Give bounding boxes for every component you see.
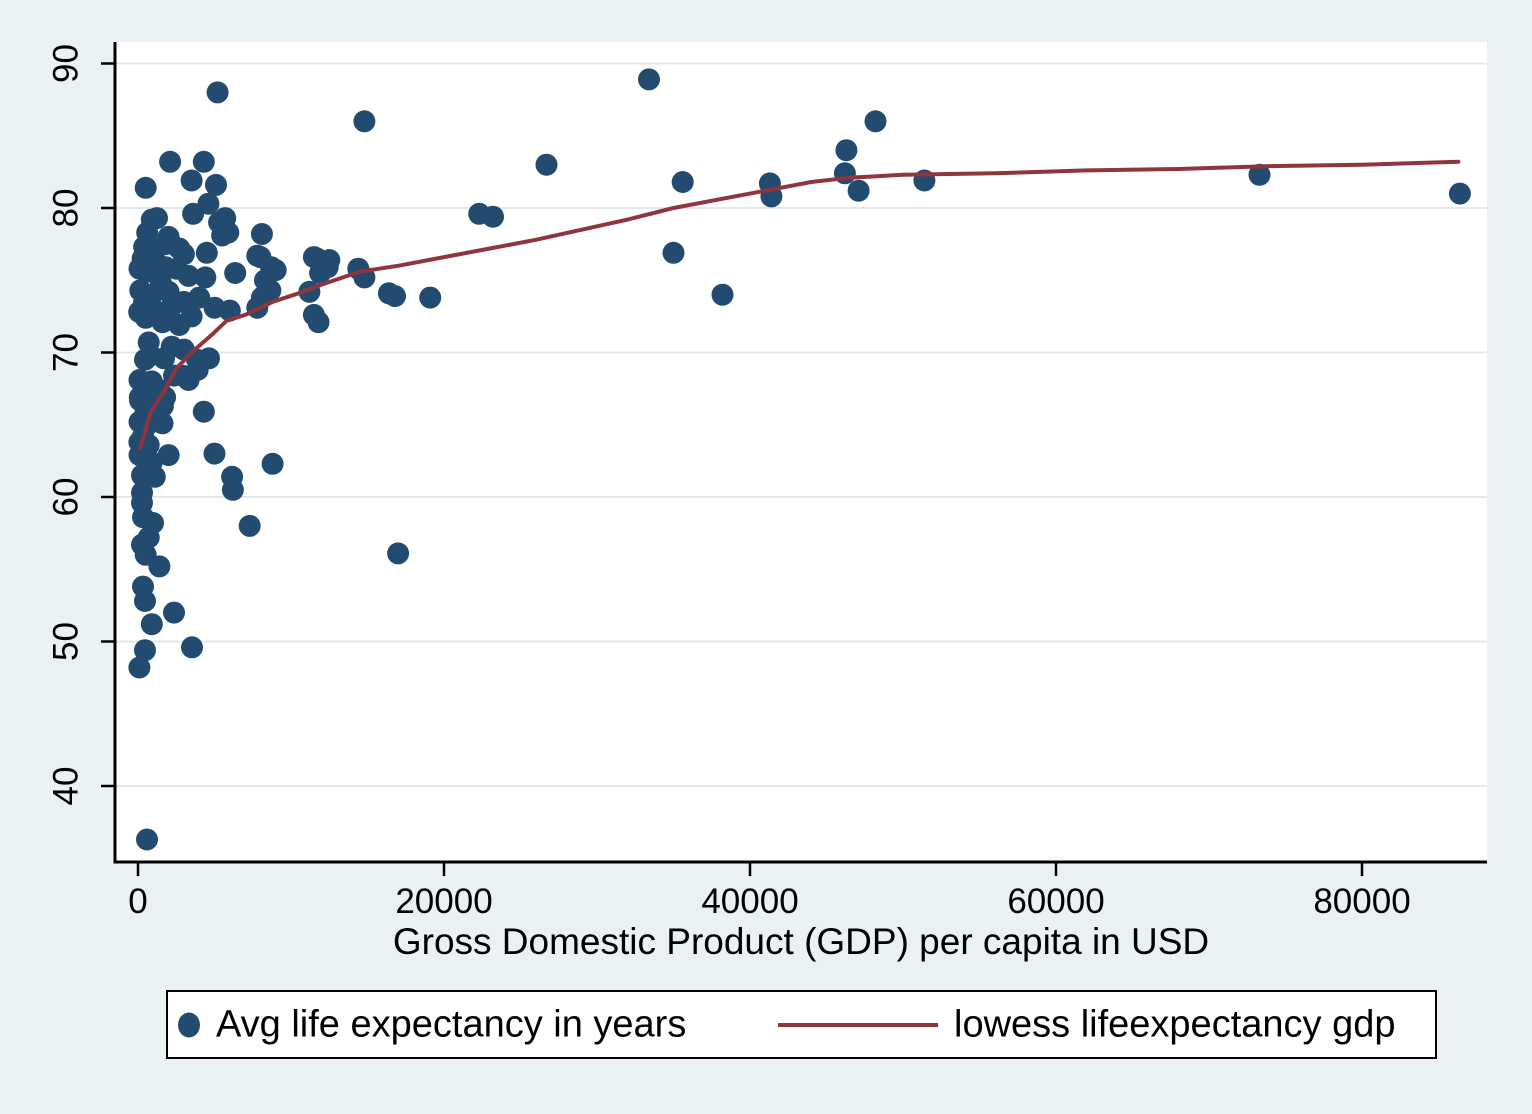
data-point	[153, 347, 175, 370]
data-point	[182, 202, 205, 225]
lowess-line	[138, 159, 1461, 450]
y-tick-label: 40	[47, 767, 86, 806]
x-tick-label: 60000	[1007, 882, 1104, 921]
data-point	[203, 442, 226, 465]
legend-box: Avg life expectancy in years lowess life…	[166, 990, 1437, 1059]
data-point	[307, 311, 330, 334]
data-point	[309, 262, 332, 284]
data-point	[148, 555, 171, 578]
data-point	[181, 636, 203, 659]
x-tick-label: 80000	[1313, 882, 1410, 921]
data-point	[134, 590, 156, 612]
data-point	[864, 110, 887, 133]
data-point	[224, 262, 247, 284]
data-point	[535, 153, 558, 176]
data-point	[145, 251, 168, 274]
data-point	[384, 285, 406, 308]
data-point	[353, 110, 376, 133]
data-point	[835, 139, 858, 162]
data-point	[221, 478, 244, 501]
x-tick-label: 20000	[395, 882, 492, 921]
data-point	[140, 613, 163, 636]
data-point	[154, 233, 177, 256]
data-point	[180, 169, 203, 192]
data-point	[662, 241, 685, 264]
lowess-line-swatch	[778, 1022, 938, 1027]
data-point	[711, 283, 734, 306]
data-point	[250, 223, 273, 245]
data-point	[142, 298, 165, 321]
data-point	[419, 286, 442, 309]
data-point	[177, 369, 200, 391]
x-axis-title: Gross Domestic Product (GDP) per capita …	[392, 921, 1210, 962]
x-tick-label: 0	[128, 882, 147, 921]
data-point	[638, 68, 660, 91]
data-point	[206, 81, 229, 104]
y-tick-label: 50	[47, 622, 86, 661]
data-point	[671, 171, 694, 193]
data-point	[238, 514, 261, 537]
data-point	[154, 386, 177, 409]
data-point	[194, 266, 217, 289]
y-tick-label: 90	[47, 44, 86, 83]
data-point	[163, 601, 185, 624]
data-point	[192, 150, 215, 173]
data-point	[134, 639, 156, 662]
data-point	[261, 452, 284, 475]
data-point	[205, 173, 227, 196]
data-point	[151, 412, 174, 435]
data-point	[134, 348, 156, 371]
data-point	[177, 264, 200, 287]
y-tick-label: 80	[47, 189, 86, 228]
data-point	[192, 400, 215, 423]
data-point	[1248, 163, 1271, 186]
y-tick-label: 70	[47, 333, 86, 372]
data-point	[217, 221, 240, 244]
legend-label-scatter: Avg life expectancy in years	[216, 1003, 687, 1045]
data-point	[180, 305, 203, 328]
data-point	[157, 444, 180, 467]
data-point	[134, 176, 157, 199]
data-point	[482, 205, 504, 228]
data-point	[143, 465, 166, 488]
data-point	[195, 241, 218, 264]
data-point	[149, 272, 172, 295]
data-point	[140, 370, 163, 393]
scatter-marker-swatch	[178, 1012, 200, 1037]
data-point	[1448, 182, 1471, 205]
data-point	[387, 542, 410, 565]
legend-label-lowess: lowess lifeexpectancy gdp	[954, 1003, 1396, 1045]
x-tick-label: 40000	[701, 882, 798, 921]
data-point	[160, 295, 183, 318]
data-point	[136, 828, 158, 851]
data-point	[128, 656, 151, 679]
data-point	[137, 526, 160, 549]
y-tick-label: 60	[47, 478, 86, 517]
data-point	[847, 179, 870, 202]
data-point	[159, 150, 182, 173]
